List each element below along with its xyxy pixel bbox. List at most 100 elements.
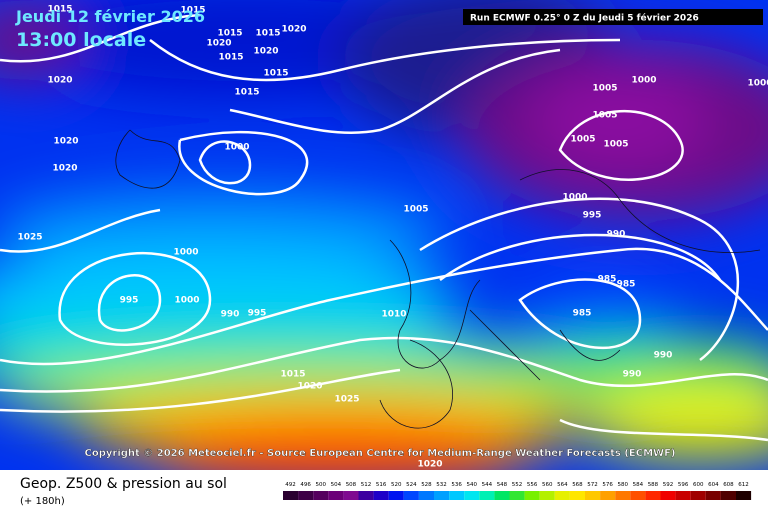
isobar-label: 985	[598, 275, 617, 285]
isobar-label: 995	[120, 296, 139, 306]
legend-swatch	[403, 491, 419, 500]
legend-label: 492	[285, 482, 296, 488]
legend-label: 592	[663, 482, 674, 488]
isobar-label: 1020	[297, 382, 322, 392]
legend-label: 560	[542, 482, 553, 488]
legend-label: 576	[602, 482, 613, 488]
isobar-label: 1005	[603, 140, 628, 150]
isobar-label: 1015	[217, 29, 242, 39]
legend-label: 500	[316, 482, 327, 488]
legend-label: 584	[633, 482, 644, 488]
legend-swatch	[388, 491, 404, 500]
legend-swatch	[313, 491, 329, 500]
isobar-label: 1005	[403, 205, 428, 215]
isobar-label: 1005	[570, 135, 595, 145]
forecast-time: 13:00 locale	[16, 29, 146, 51]
legend-swatch	[464, 491, 480, 500]
legend-label: 536	[451, 482, 462, 488]
legend-swatch	[660, 491, 676, 500]
legend-label: 516	[376, 482, 387, 488]
footer-lead: (+ 180h)	[20, 496, 65, 507]
legend-swatch	[358, 491, 374, 500]
legend-swatch	[494, 491, 510, 500]
isobar-label: 1020	[206, 39, 231, 49]
legend-label: 600	[693, 482, 704, 488]
isobar-label: 1015	[47, 5, 72, 15]
legend-label: 528	[421, 482, 432, 488]
color-legend: 492 496 500 504 508 512 516 520 524 528 532 536 540 5…	[283, 482, 752, 500]
isobar-label: 1000	[631, 76, 656, 86]
isobar-label: 1000	[747, 79, 768, 89]
isobar-label: 1000	[173, 248, 198, 258]
isobar-label: 1010	[381, 310, 406, 320]
isobar-label: 985	[617, 280, 636, 290]
legend-swatch	[630, 491, 646, 500]
legend-swatch	[539, 491, 555, 500]
isobar-label: 1025	[17, 233, 42, 243]
run-box	[463, 9, 763, 25]
isobar-label: 1005	[592, 111, 617, 121]
isobar-label: 995	[248, 309, 267, 319]
isobar-label: 1000	[562, 193, 587, 203]
isobar-label: 990	[607, 230, 626, 240]
legend-swatch	[524, 491, 540, 500]
legend-label: 568	[572, 482, 583, 488]
coastlines	[115, 129, 761, 429]
isobar-label: 985	[573, 309, 592, 319]
legend-label: 596	[678, 482, 689, 488]
isobar-label: 990	[221, 310, 240, 320]
isobar-label: 990	[654, 351, 673, 361]
legend-label: 552	[512, 482, 523, 488]
legend-swatch	[343, 491, 359, 500]
legend-label: 524	[406, 482, 417, 488]
copyright: Copyright © 2026 Meteociel.fr - Source E…	[85, 448, 676, 459]
legend-swatch	[600, 491, 616, 500]
legend-swatch	[569, 491, 585, 500]
isobar-label: 1015	[280, 370, 305, 380]
legend-swatch	[298, 491, 314, 500]
isobar-label: 1015	[255, 29, 280, 39]
isobar-label: 995	[583, 211, 602, 221]
forecast-date: Jeudi 12 février 2026	[15, 7, 205, 26]
legend-swatch	[645, 491, 661, 500]
legend-swatch	[720, 491, 736, 500]
isobar-label: 1015	[218, 53, 243, 63]
isobar-label: 990	[623, 370, 642, 380]
isobar-label: 1020	[52, 164, 77, 174]
footer-title: Geop. Z500 & pression au sol	[20, 476, 227, 492]
legend-swatch	[434, 491, 450, 500]
legend-swatch	[283, 491, 299, 500]
isobar-label: 1015	[234, 88, 259, 98]
legend-swatch	[690, 491, 706, 500]
legend-label: 588	[648, 482, 659, 488]
legend-label: 556	[527, 482, 538, 488]
legend-swatch	[479, 491, 495, 500]
legend-swatch	[449, 491, 465, 500]
legend-swatch	[615, 491, 631, 500]
legend-label: 612	[738, 482, 749, 488]
isobar-label: 1005	[592, 84, 617, 94]
field: 1015 101510201020101510201015101510151015…	[0, 0, 768, 470]
isobar-label: 1000	[174, 296, 199, 306]
isobar-label: 1020	[53, 137, 78, 147]
legend-label: 504	[331, 482, 342, 488]
legend-swatch	[736, 491, 752, 500]
legend-label: 508	[346, 482, 357, 488]
legend-swatch	[418, 491, 434, 500]
legend-label: 532	[436, 482, 447, 488]
isobar-label: 1020	[253, 47, 278, 57]
legend-label: 572	[587, 482, 598, 488]
legend-label: 544	[482, 482, 493, 488]
legend-swatch	[509, 491, 525, 500]
legend-label: 604	[708, 482, 719, 488]
legend-label: 540	[467, 482, 478, 488]
legend-swatch	[585, 491, 601, 500]
legend-label: 580	[618, 482, 629, 488]
legend-swatch	[675, 491, 691, 500]
legend-label: 548	[497, 482, 508, 488]
isobar-label: 1000	[224, 143, 249, 153]
legend-label: 608	[723, 482, 734, 488]
legend-label: 520	[391, 482, 402, 488]
legend-swatch	[554, 491, 570, 500]
isobar-label: 1020	[47, 76, 72, 86]
